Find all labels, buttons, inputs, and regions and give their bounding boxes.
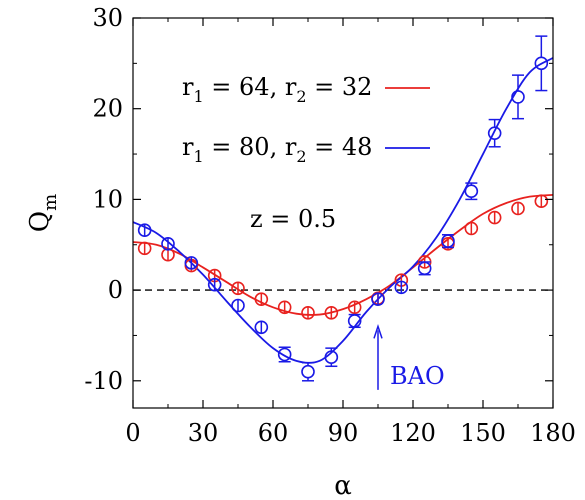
series-1-data-point: [511, 201, 525, 216]
series-2-data-point: [137, 223, 152, 238]
series-2-data-point: [464, 182, 479, 201]
series-1-data-point: [301, 305, 315, 320]
x-tick-label: 90: [328, 419, 359, 447]
legend-label: r1 = 80, r2 = 48: [182, 133, 372, 166]
x-tick-label: 30: [188, 419, 219, 447]
point-marker: [301, 364, 315, 379]
series-1-data-point: [324, 305, 339, 320]
point-marker: [231, 281, 245, 296]
x-tick-label: 120: [390, 419, 436, 447]
series-2-fit-curve: [132, 57, 554, 364]
series-2-data-point: [324, 347, 339, 368]
series-2-data-point: [277, 346, 292, 363]
point-marker: [534, 56, 549, 71]
series-1-data-point: [347, 300, 362, 315]
point-marker: [207, 277, 222, 292]
point-marker: [511, 90, 525, 104]
point-marker: [277, 347, 292, 362]
legend-entry-2: r1 = 80, r2 = 48: [182, 133, 430, 166]
series-2-data-point: [184, 256, 199, 270]
x-tick-label: 0: [125, 419, 140, 447]
series-2-data-point: [441, 234, 455, 249]
series-2-data-point: [207, 277, 222, 292]
series-1-data-point: [231, 281, 245, 296]
y-tick-label: 10: [92, 185, 123, 213]
series-2-data-point: [371, 292, 385, 306]
point-marker: [137, 223, 152, 238]
y-tick-label: 20: [92, 95, 123, 123]
series-1-data-point: [254, 292, 269, 306]
point-marker: [277, 300, 292, 315]
y-axis-label: Qm: [25, 194, 61, 232]
point-marker: [464, 221, 479, 236]
series-2-data-point: [301, 361, 315, 382]
point-marker: [487, 210, 502, 225]
series-1-data-point: [534, 194, 549, 209]
y-tick-label: -10: [84, 367, 123, 395]
point-marker: [487, 126, 502, 140]
y-tick-label: 0: [108, 276, 123, 304]
point-marker: [394, 280, 409, 295]
point-marker: [534, 194, 549, 209]
series-1-data-point: [137, 241, 152, 256]
point-marker: [347, 314, 362, 328]
x-axis-label: α: [334, 471, 352, 500]
series-1-fit-curve: [132, 193, 554, 316]
bao-arrow-head: [373, 324, 383, 339]
y-axis-label-main: Q: [25, 211, 55, 232]
point-marker: [324, 350, 339, 365]
series-2-data-point: [161, 237, 175, 251]
point-marker: [254, 292, 269, 306]
legend-label: r1 = 64, r2 = 32: [182, 73, 372, 106]
x-tick-label: 60: [258, 419, 289, 447]
legend-entry-1: r1 = 64, r2 = 32: [182, 73, 430, 106]
series-2-data-point: [394, 280, 409, 295]
series-2-data-point: [347, 313, 362, 329]
y-axis-label-sub: m: [40, 194, 61, 211]
point-marker: [417, 261, 432, 276]
series-1-data-point: [277, 300, 292, 315]
redshift-annotation: z = 0.5: [250, 205, 336, 233]
series-2-data-point: [231, 298, 245, 313]
series-2-data-point: [487, 118, 502, 148]
point-marker: [231, 298, 245, 313]
point-marker: [254, 320, 269, 335]
point-marker: [511, 201, 525, 216]
point-marker: [324, 305, 339, 320]
point-marker: [301, 305, 315, 320]
point-marker: [137, 241, 152, 256]
point-marker: [161, 237, 175, 251]
point-marker: [347, 300, 362, 315]
x-tick-label: 180: [530, 419, 576, 447]
series-1-data-point: [464, 221, 479, 236]
y-tick-label: 30: [92, 4, 123, 32]
x-tick-label: 150: [460, 419, 506, 447]
point-marker: [371, 292, 385, 306]
series-2-data-point: [254, 320, 269, 335]
series-1-data-point: [487, 210, 502, 225]
point-marker: [464, 184, 479, 199]
series-2-data-point: [417, 261, 432, 276]
point-marker: [184, 256, 199, 270]
point-marker: [441, 234, 455, 248]
series-2-data-point: [534, 35, 549, 92]
bao-annotation: BAO: [390, 362, 445, 390]
series-2-data-point: [511, 74, 525, 120]
